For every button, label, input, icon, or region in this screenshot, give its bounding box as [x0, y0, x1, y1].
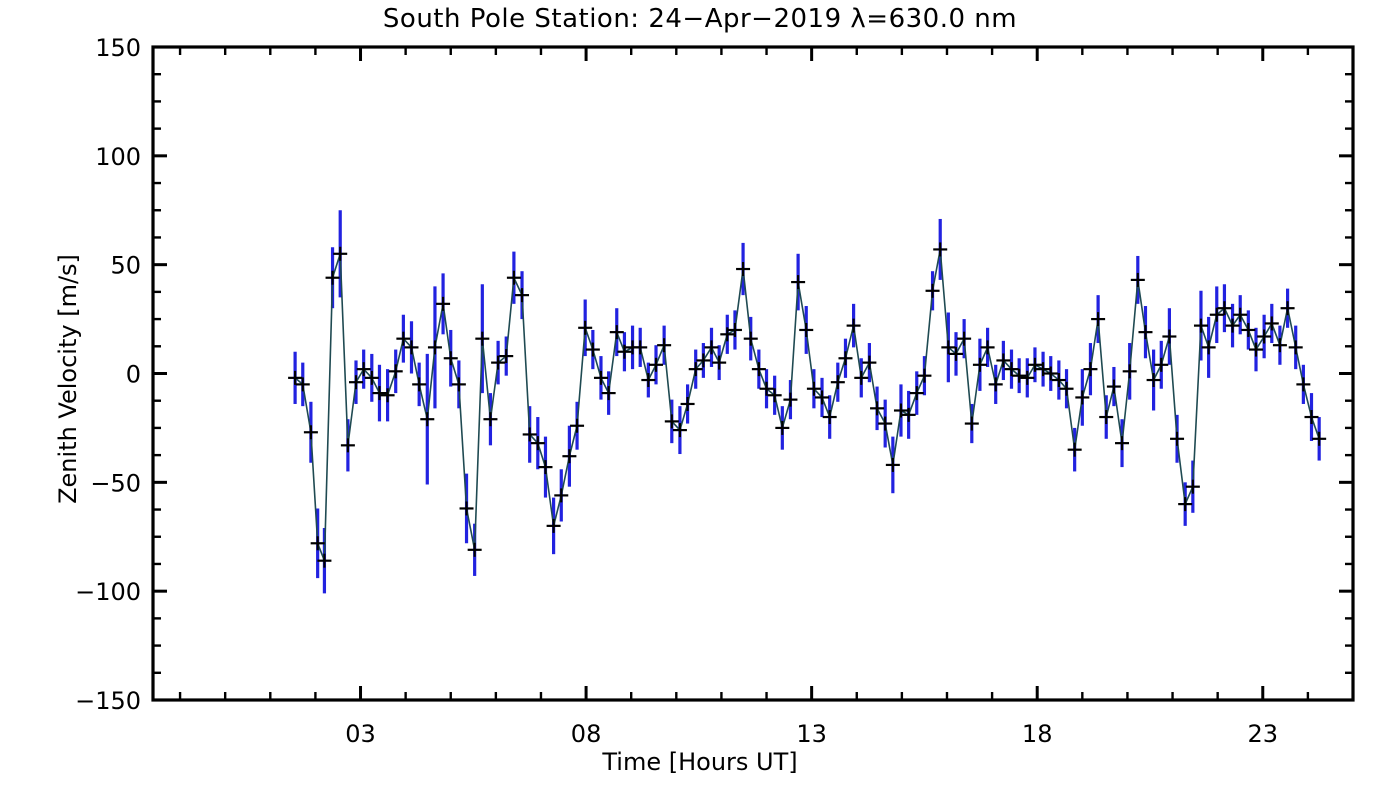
y-tick-label: 0 [126, 361, 141, 389]
y-tick-label: −100 [75, 578, 141, 606]
y-tick-label: 150 [95, 34, 141, 62]
x-tick-label: 03 [345, 720, 376, 748]
x-tick-label: 13 [796, 720, 827, 748]
x-tick-label: 08 [571, 720, 602, 748]
axes-group [151, 45, 1355, 702]
y-tick-label: −150 [75, 687, 141, 715]
x-axis-label: Time [Hours UT] [602, 748, 798, 776]
error-bars-group [293, 210, 1321, 594]
tick-labels-group: −150 −100 −50 0 50 100 150 03 08 13 18 23 [75, 34, 1278, 748]
y-tick-label: −50 [90, 469, 141, 497]
x-tick-label: 18 [1022, 720, 1053, 748]
y-tick-label: 100 [95, 143, 141, 171]
page-title: South Pole Station: 24−Apr−2019 λ=630.0 … [382, 4, 1018, 34]
y-tick-label: 50 [110, 252, 141, 280]
data-line-group [294, 249, 1320, 561]
data-markers-group [288, 242, 1327, 568]
x-tick-label: 23 [1248, 720, 1279, 748]
